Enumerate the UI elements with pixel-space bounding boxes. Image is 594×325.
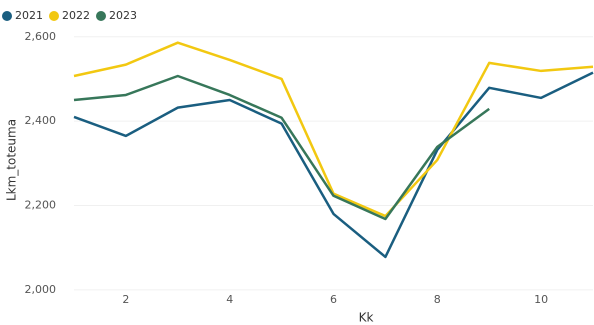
y-tick-label: 2,200 — [25, 198, 57, 211]
x-tick-label: 4 — [226, 293, 233, 306]
y-tick-label: 2,000 — [25, 283, 57, 296]
x-tick-label: 2 — [122, 293, 129, 306]
y-tick-label: 2,400 — [25, 114, 57, 127]
legend-marker — [96, 11, 106, 21]
legend-label: 2023 — [109, 9, 137, 22]
series-line — [73, 71, 594, 259]
x-tick-label: 10 — [534, 293, 548, 306]
x-tick-label: 8 — [434, 293, 441, 306]
legend-label: 2022 — [62, 9, 90, 22]
legend-label: 2021 — [15, 9, 43, 22]
series-line — [73, 41, 594, 218]
y-axis-title: Lkm_toteuma — [5, 119, 19, 201]
x-tick-label: 6 — [330, 293, 337, 306]
y-tick-label: 2,600 — [25, 30, 57, 43]
legend-marker — [49, 11, 59, 21]
legend-marker — [2, 11, 12, 21]
x-axis-title: Kk — [359, 311, 374, 325]
series-line — [73, 74, 490, 221]
